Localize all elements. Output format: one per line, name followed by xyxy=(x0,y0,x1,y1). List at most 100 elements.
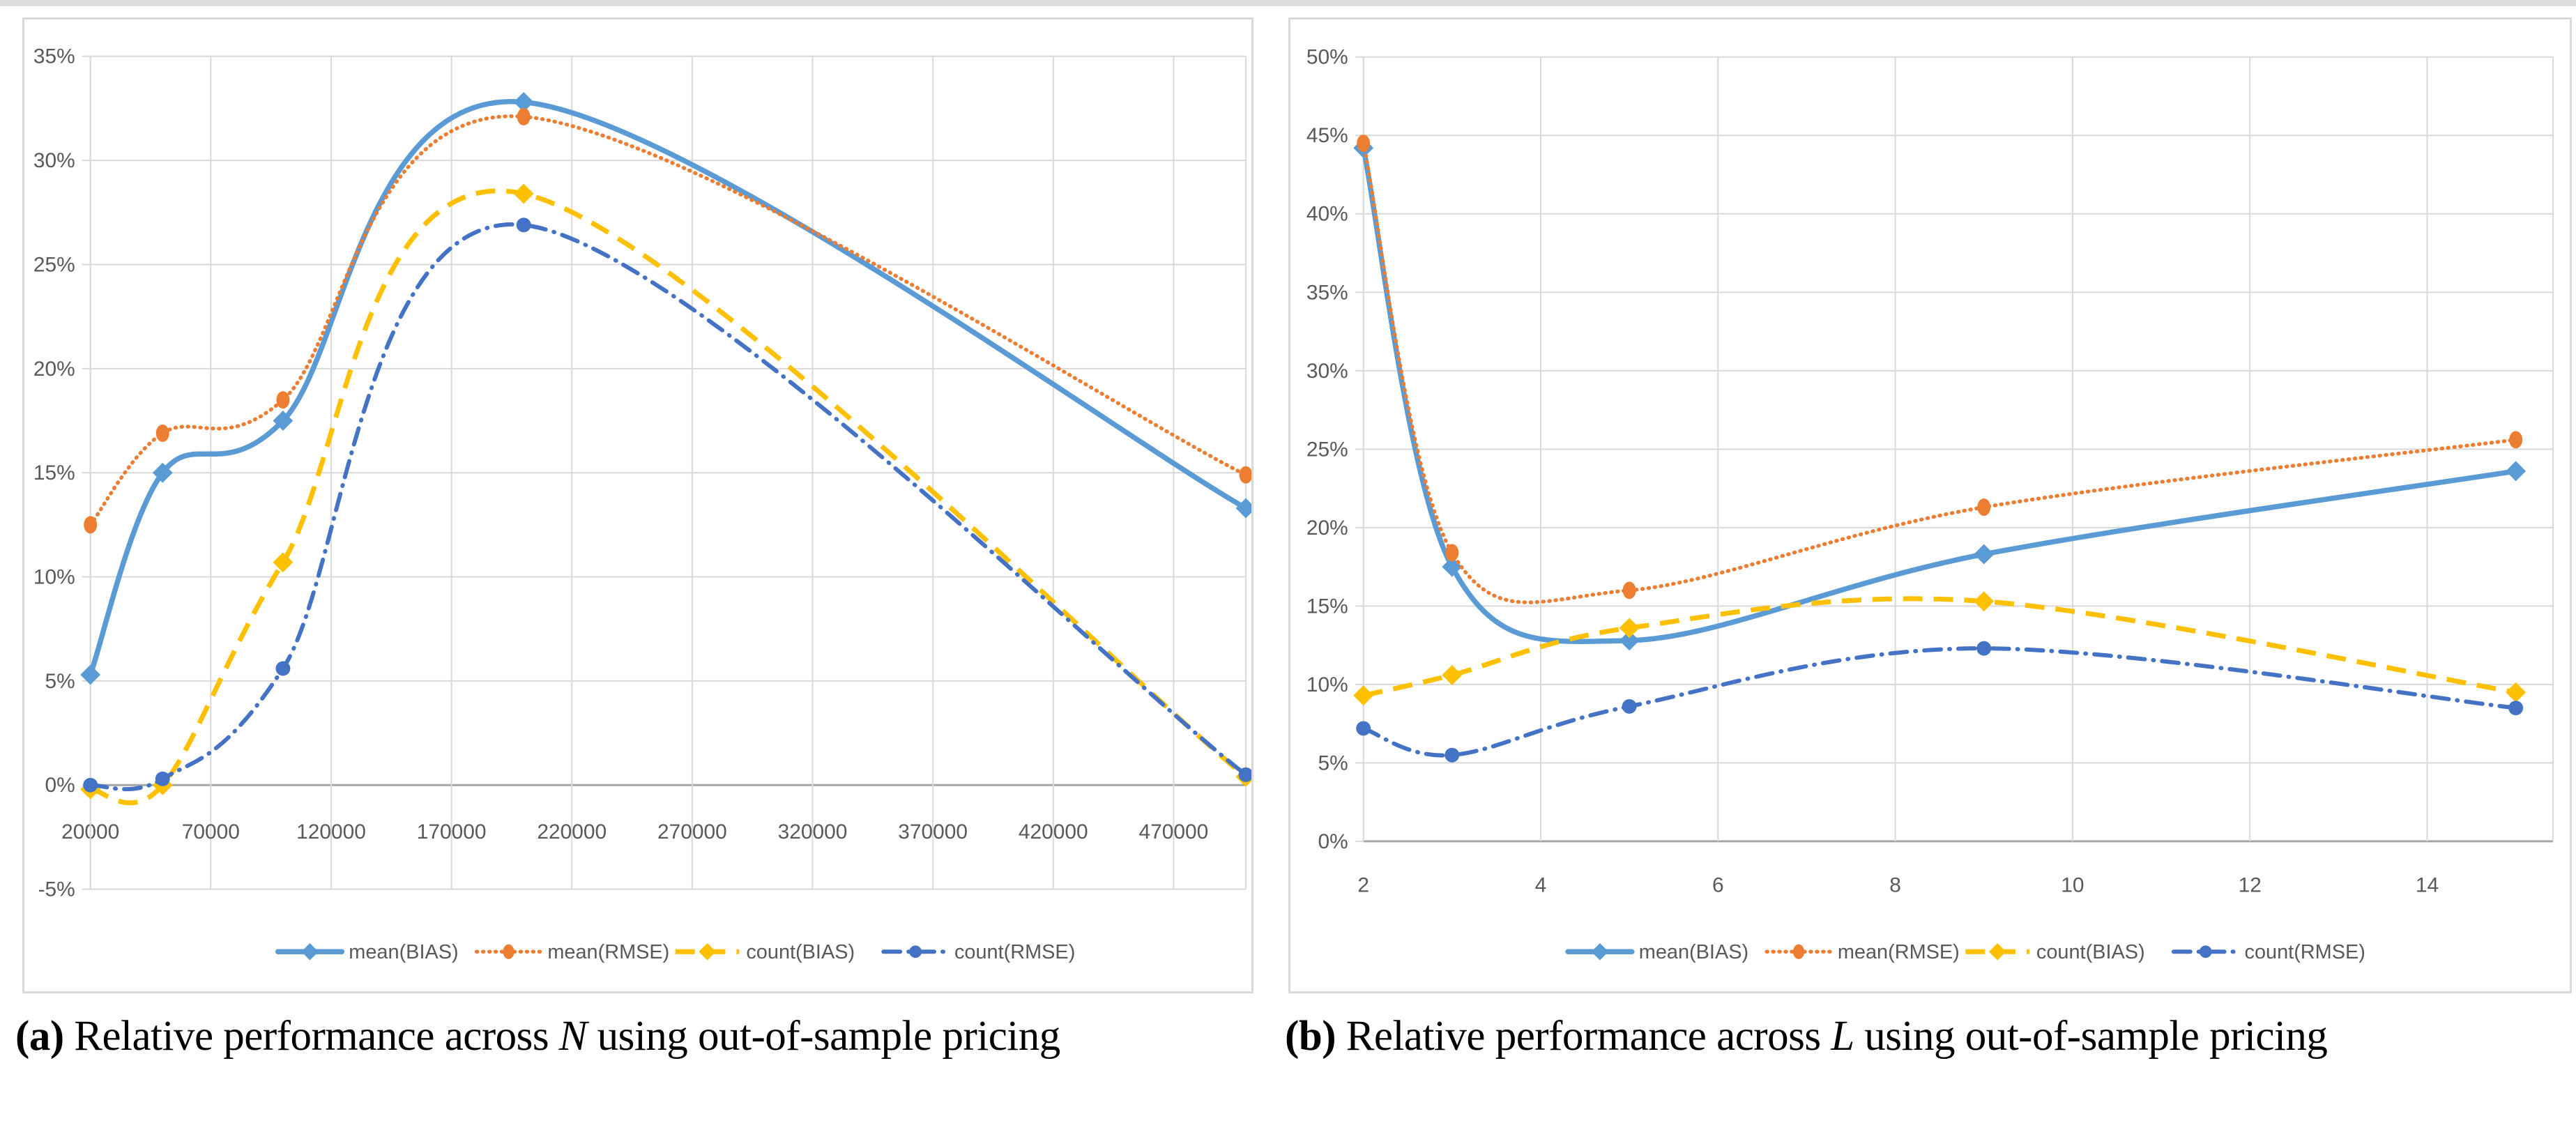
legend-item-mean(RMSE): mean(RMSE) xyxy=(1765,941,1960,963)
x-axis-tick-label: 120000 xyxy=(296,820,366,843)
x-axis-tick-label: 2 xyxy=(1357,874,1369,897)
data-point-mean(BIAS) xyxy=(1974,544,1995,565)
page-top-rule xyxy=(0,0,2576,6)
y-axis-tick-label: 45% xyxy=(1306,124,1348,147)
legend-label: mean(RMSE) xyxy=(547,941,669,963)
legend-label: count(BIAS) xyxy=(746,941,855,963)
data-point-mean(BIAS) xyxy=(1619,630,1640,651)
data-point-count(RMSE) xyxy=(2508,701,2524,716)
y-axis-tick-label: 35% xyxy=(1306,281,1348,304)
x-axis-tick-label: 220000 xyxy=(537,820,607,843)
legend-label: count(BIAS) xyxy=(2036,941,2145,963)
data-point-mean(BIAS) xyxy=(1235,498,1251,519)
chart-panel-b: 50% 45% 40% 35% 30% 25% 20% 15% 10% 5% 0% 2 4 6 8 10 12 1… xyxy=(1288,17,2572,993)
data-point-count(RMSE) xyxy=(1976,641,1992,656)
data-point-count(RMSE) xyxy=(1356,721,1371,736)
data-point-mean(RMSE) xyxy=(1977,498,1991,517)
data-point-count(RMSE) xyxy=(83,777,98,793)
series-line-mean(BIAS) xyxy=(1360,145,2519,645)
y-axis-tick-label: 30% xyxy=(33,149,75,172)
legend-item-mean(BIAS): mean(BIAS) xyxy=(1565,941,1748,963)
data-point-mean(RMSE) xyxy=(84,516,98,534)
x-axis-tick-label: 420000 xyxy=(1019,820,1088,843)
y-axis-tick-label: 20% xyxy=(1306,517,1348,540)
y-axis-tick-label: 0% xyxy=(45,774,75,797)
series-line-count(BIAS) xyxy=(90,188,1248,806)
data-point-mean(RMSE) xyxy=(276,391,290,409)
caption-a-text2: using out-of-sample pricing xyxy=(597,1013,1061,1060)
caption-b-text2: using out-of-sample pricing xyxy=(1864,1013,2328,1060)
data-point-mean(RMSE) xyxy=(1239,466,1251,484)
data-point-mean(BIAS) xyxy=(152,462,173,483)
chart-b-canvas: 50% 45% 40% 35% 30% 25% 20% 15% 10% 5% 0% 2 4 6 8 10 12 1… xyxy=(1306,46,2554,963)
x-axis-tick-label: 370000 xyxy=(898,820,968,843)
data-point-mean(RMSE) xyxy=(2509,431,2523,449)
caption-b-text: Relative performance across xyxy=(1346,1013,1821,1060)
legend-label: mean(RMSE) xyxy=(1838,941,1960,963)
data-point-mean(BIAS) xyxy=(513,92,534,112)
x-axis-tick-label: 70000 xyxy=(182,820,240,843)
y-axis-tick-label: 25% xyxy=(33,253,75,276)
series-line-mean(BIAS) xyxy=(87,99,1249,678)
legend-label: mean(BIAS) xyxy=(1639,941,1748,963)
y-axis-tick-label: 15% xyxy=(1306,595,1348,618)
series-line-mean(RMSE) xyxy=(1361,141,2518,604)
data-point-count(BIAS) xyxy=(2506,682,2527,703)
x-axis-tick-label: 14 xyxy=(2416,874,2439,897)
series-line-mean(RMSE) xyxy=(88,114,1248,527)
legend-item-mean(RMSE): mean(RMSE) xyxy=(474,941,669,963)
legend-marker xyxy=(2199,945,2212,958)
x-axis-tick-label: 10 xyxy=(2061,874,2084,897)
legend-label: count(RMSE) xyxy=(2245,941,2365,963)
data-point-count(BIAS) xyxy=(513,183,534,204)
legend-marker xyxy=(909,945,922,958)
data-point-mean(RMSE) xyxy=(517,107,531,125)
legend-marker xyxy=(1792,944,1805,959)
legend-marker xyxy=(1591,942,1609,961)
data-point-count(RMSE) xyxy=(1622,698,1637,714)
data-point-count(BIAS) xyxy=(1974,591,1995,612)
caption-a-variable: N xyxy=(558,1013,588,1060)
data-point-count(RMSE) xyxy=(155,771,170,786)
legend-marker xyxy=(1988,942,2006,961)
series-line-count(RMSE) xyxy=(88,222,1249,791)
caption-a-label: (a) xyxy=(15,1013,64,1060)
chart-a-canvas: 35%30%25%20%15%10%5%0%-5%20000 70000 12000… xyxy=(33,45,1251,963)
data-point-mean(RMSE) xyxy=(155,424,169,442)
x-axis-tick-label: 6 xyxy=(1712,874,1724,897)
data-point-count(RMSE) xyxy=(516,217,531,233)
y-axis-tick-label: 40% xyxy=(1306,203,1348,226)
data-point-count(RMSE) xyxy=(1238,767,1251,782)
legend-marker xyxy=(503,944,515,959)
data-point-mean(RMSE) xyxy=(1445,544,1459,562)
x-axis-tick-label: 170000 xyxy=(417,820,487,843)
y-axis-tick-label: 35% xyxy=(33,45,75,68)
data-point-mean(BIAS) xyxy=(2506,461,2527,482)
chart-panel-a: 35% 30% 25% 20% 15% 10% 5% 0% -5% 20000 70000 12000… xyxy=(22,17,1253,993)
data-point-count(BIAS) xyxy=(273,552,294,573)
data-point-count(RMSE) xyxy=(1445,747,1460,763)
data-point-count(BIAS) xyxy=(1442,664,1463,685)
y-axis-tick-label: 15% xyxy=(33,461,75,484)
y-axis-tick-label: 50% xyxy=(1306,46,1348,69)
data-point-mean(BIAS) xyxy=(273,411,294,431)
series-line-count(RMSE) xyxy=(1361,646,2518,758)
y-axis-tick-label: -5% xyxy=(38,878,75,901)
legend-item-mean(BIAS): mean(BIAS) xyxy=(275,941,459,963)
caption-b-label: (b) xyxy=(1285,1013,1336,1060)
y-axis-tick-label: 20% xyxy=(33,358,75,381)
y-axis-tick-label: 10% xyxy=(33,566,75,589)
y-axis-tick-label: 5% xyxy=(1318,751,1348,774)
data-point-count(BIAS) xyxy=(1353,685,1374,706)
y-axis-tick-label: 5% xyxy=(45,670,75,693)
data-point-mean(RMSE) xyxy=(1622,581,1636,599)
series-line-count(BIAS) xyxy=(1362,596,2517,698)
caption-b-variable: L xyxy=(1831,1013,1854,1060)
legend-item-count(BIAS): count(BIAS) xyxy=(675,941,855,963)
legend-item-count(RMSE): count(RMSE) xyxy=(2171,941,2365,963)
data-point-count(BIAS) xyxy=(1619,618,1640,639)
legend-label: mean(BIAS) xyxy=(349,941,458,963)
legend-item-count(BIAS): count(BIAS) xyxy=(1965,941,2145,963)
